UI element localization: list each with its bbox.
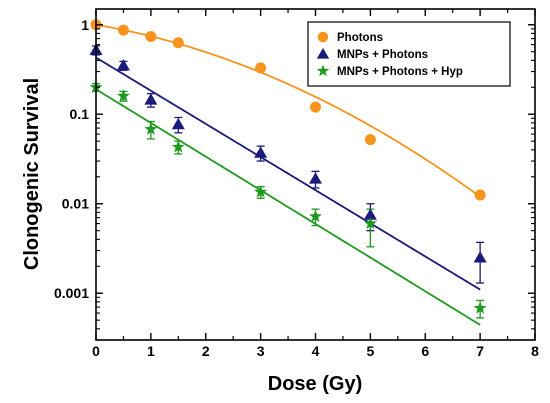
data-point-circle (172, 37, 184, 49)
data-point-triangle (363, 208, 377, 220)
y-axis-title: Clonogenic Survival (21, 78, 43, 270)
legend-box (307, 21, 511, 87)
data-point-triangle (171, 117, 185, 130)
data-point-triangle (144, 93, 158, 105)
y-tick-label: 0.01 (62, 196, 89, 212)
data-point-circle (474, 189, 486, 201)
legend-marker-triangle (316, 47, 330, 59)
data-point-star (363, 216, 377, 230)
x-tick-label: 3 (257, 343, 265, 359)
fit-curves (95, 23, 481, 326)
data-point-star (171, 140, 185, 153)
data-point-triangle (116, 59, 130, 71)
data-point-circle (310, 101, 321, 113)
data-point-triangle (254, 146, 268, 158)
y-tick-label: 0.001 (54, 285, 89, 301)
data-point-circle (117, 24, 129, 36)
x-axis-title: Dose (Gy) (268, 373, 362, 395)
data-point-star (309, 209, 322, 222)
data-point-star (254, 185, 268, 198)
legend: Photons MNPs + Photons MNPs + Photons + Hy… (307, 21, 511, 87)
x-tick-label: 7 (476, 343, 484, 359)
legend-label: MNPs + Photons + Hyp (337, 66, 463, 78)
data-point-circle (255, 62, 267, 74)
x-tick-label: 2 (202, 343, 210, 359)
error-bars (92, 45, 485, 319)
data-point-star (473, 301, 487, 314)
x-tick-label: 0 (92, 343, 100, 359)
legend-marker-star (316, 64, 330, 77)
x-tick-label: 6 (421, 343, 429, 359)
legend-label: MNPs + Photons (337, 49, 428, 61)
legend-label: Photons (337, 32, 383, 44)
x-tick-label: 4 (312, 343, 320, 359)
data-point-triangle (309, 172, 322, 184)
fit-curve (95, 23, 481, 198)
y-tick-label: 0.1 (70, 106, 90, 122)
y-axis: 1 0.1 0.01 0.001 (54, 17, 535, 341)
x-tick-label: 5 (366, 343, 374, 359)
data-point-circle (364, 134, 376, 146)
fit-curve (95, 88, 481, 326)
x-tick-label: 1 (147, 343, 155, 359)
fit-curve (95, 56, 481, 291)
x-axis: 0 1 2 3 4 5 6 7 8 (92, 9, 539, 359)
data-point-triangle (473, 251, 487, 263)
data-point-circle (145, 30, 157, 42)
data-point-star (116, 89, 130, 102)
data-point-star (144, 122, 158, 135)
x-tick-label: 8 (531, 343, 539, 359)
y-tick-label: 1 (81, 17, 89, 33)
legend-marker-circle (317, 31, 329, 43)
